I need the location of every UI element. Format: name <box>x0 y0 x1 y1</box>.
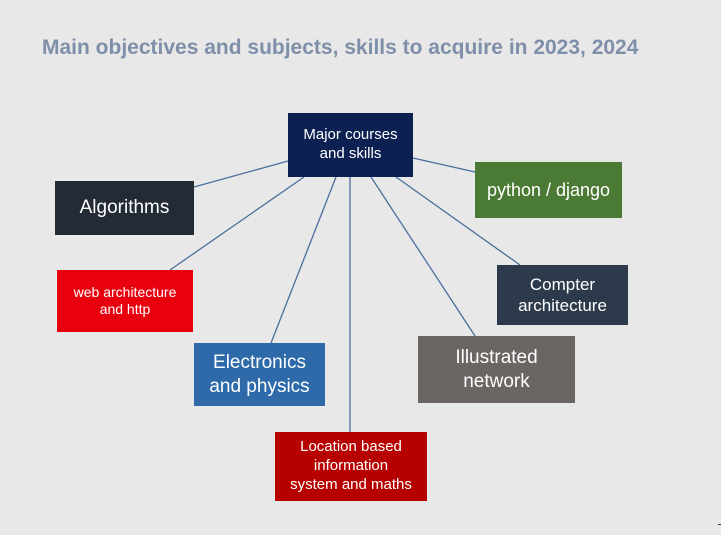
node-compter-line1: Compter <box>529 274 596 294</box>
connector-illustrated <box>370 176 476 337</box>
node-location-line3: system and maths <box>290 475 412 493</box>
node-location-based: Location based information system and ma… <box>275 432 427 501</box>
connector-electronics <box>270 176 337 344</box>
node-algorithms-label: Algorithms <box>79 197 170 219</box>
node-algorithms: Algorithms <box>55 181 194 235</box>
node-electronics-line2: and physics <box>209 375 310 397</box>
node-python-django: python / django <box>475 162 622 218</box>
connector-algorithms <box>193 160 289 188</box>
node-web-line1: web architecture <box>73 283 177 300</box>
node-web-architecture: web architecture and http <box>57 270 193 332</box>
connector-python <box>412 157 476 173</box>
node-electronics-line1: Electronics <box>213 351 306 373</box>
center-node-line2: and skills <box>319 145 382 162</box>
node-electronics-physics: Electronics and physics <box>194 343 325 406</box>
node-compter-line2: architecture <box>518 296 607 315</box>
node-python-label: python / django <box>486 179 611 200</box>
slide-edge-mark <box>718 524 721 525</box>
node-location-line1: Location based <box>300 438 402 456</box>
node-illustrated-line2: network <box>463 370 530 392</box>
node-illustrated-network: Illustrated network <box>418 336 575 403</box>
node-location-line2: information <box>313 457 389 475</box>
connector-web <box>169 176 305 271</box>
node-compter-architecture: Compter architecture <box>497 265 628 325</box>
node-illustrated-line1: Illustrated <box>455 346 538 368</box>
node-web-line2: and http <box>99 301 151 317</box>
slide-title: Main objectives and subjects, skills to … <box>42 36 639 59</box>
center-node-major-courses: Major courses and skills <box>288 113 413 177</box>
connector-compter <box>395 176 521 266</box>
center-node-line1: Major courses <box>303 126 398 144</box>
